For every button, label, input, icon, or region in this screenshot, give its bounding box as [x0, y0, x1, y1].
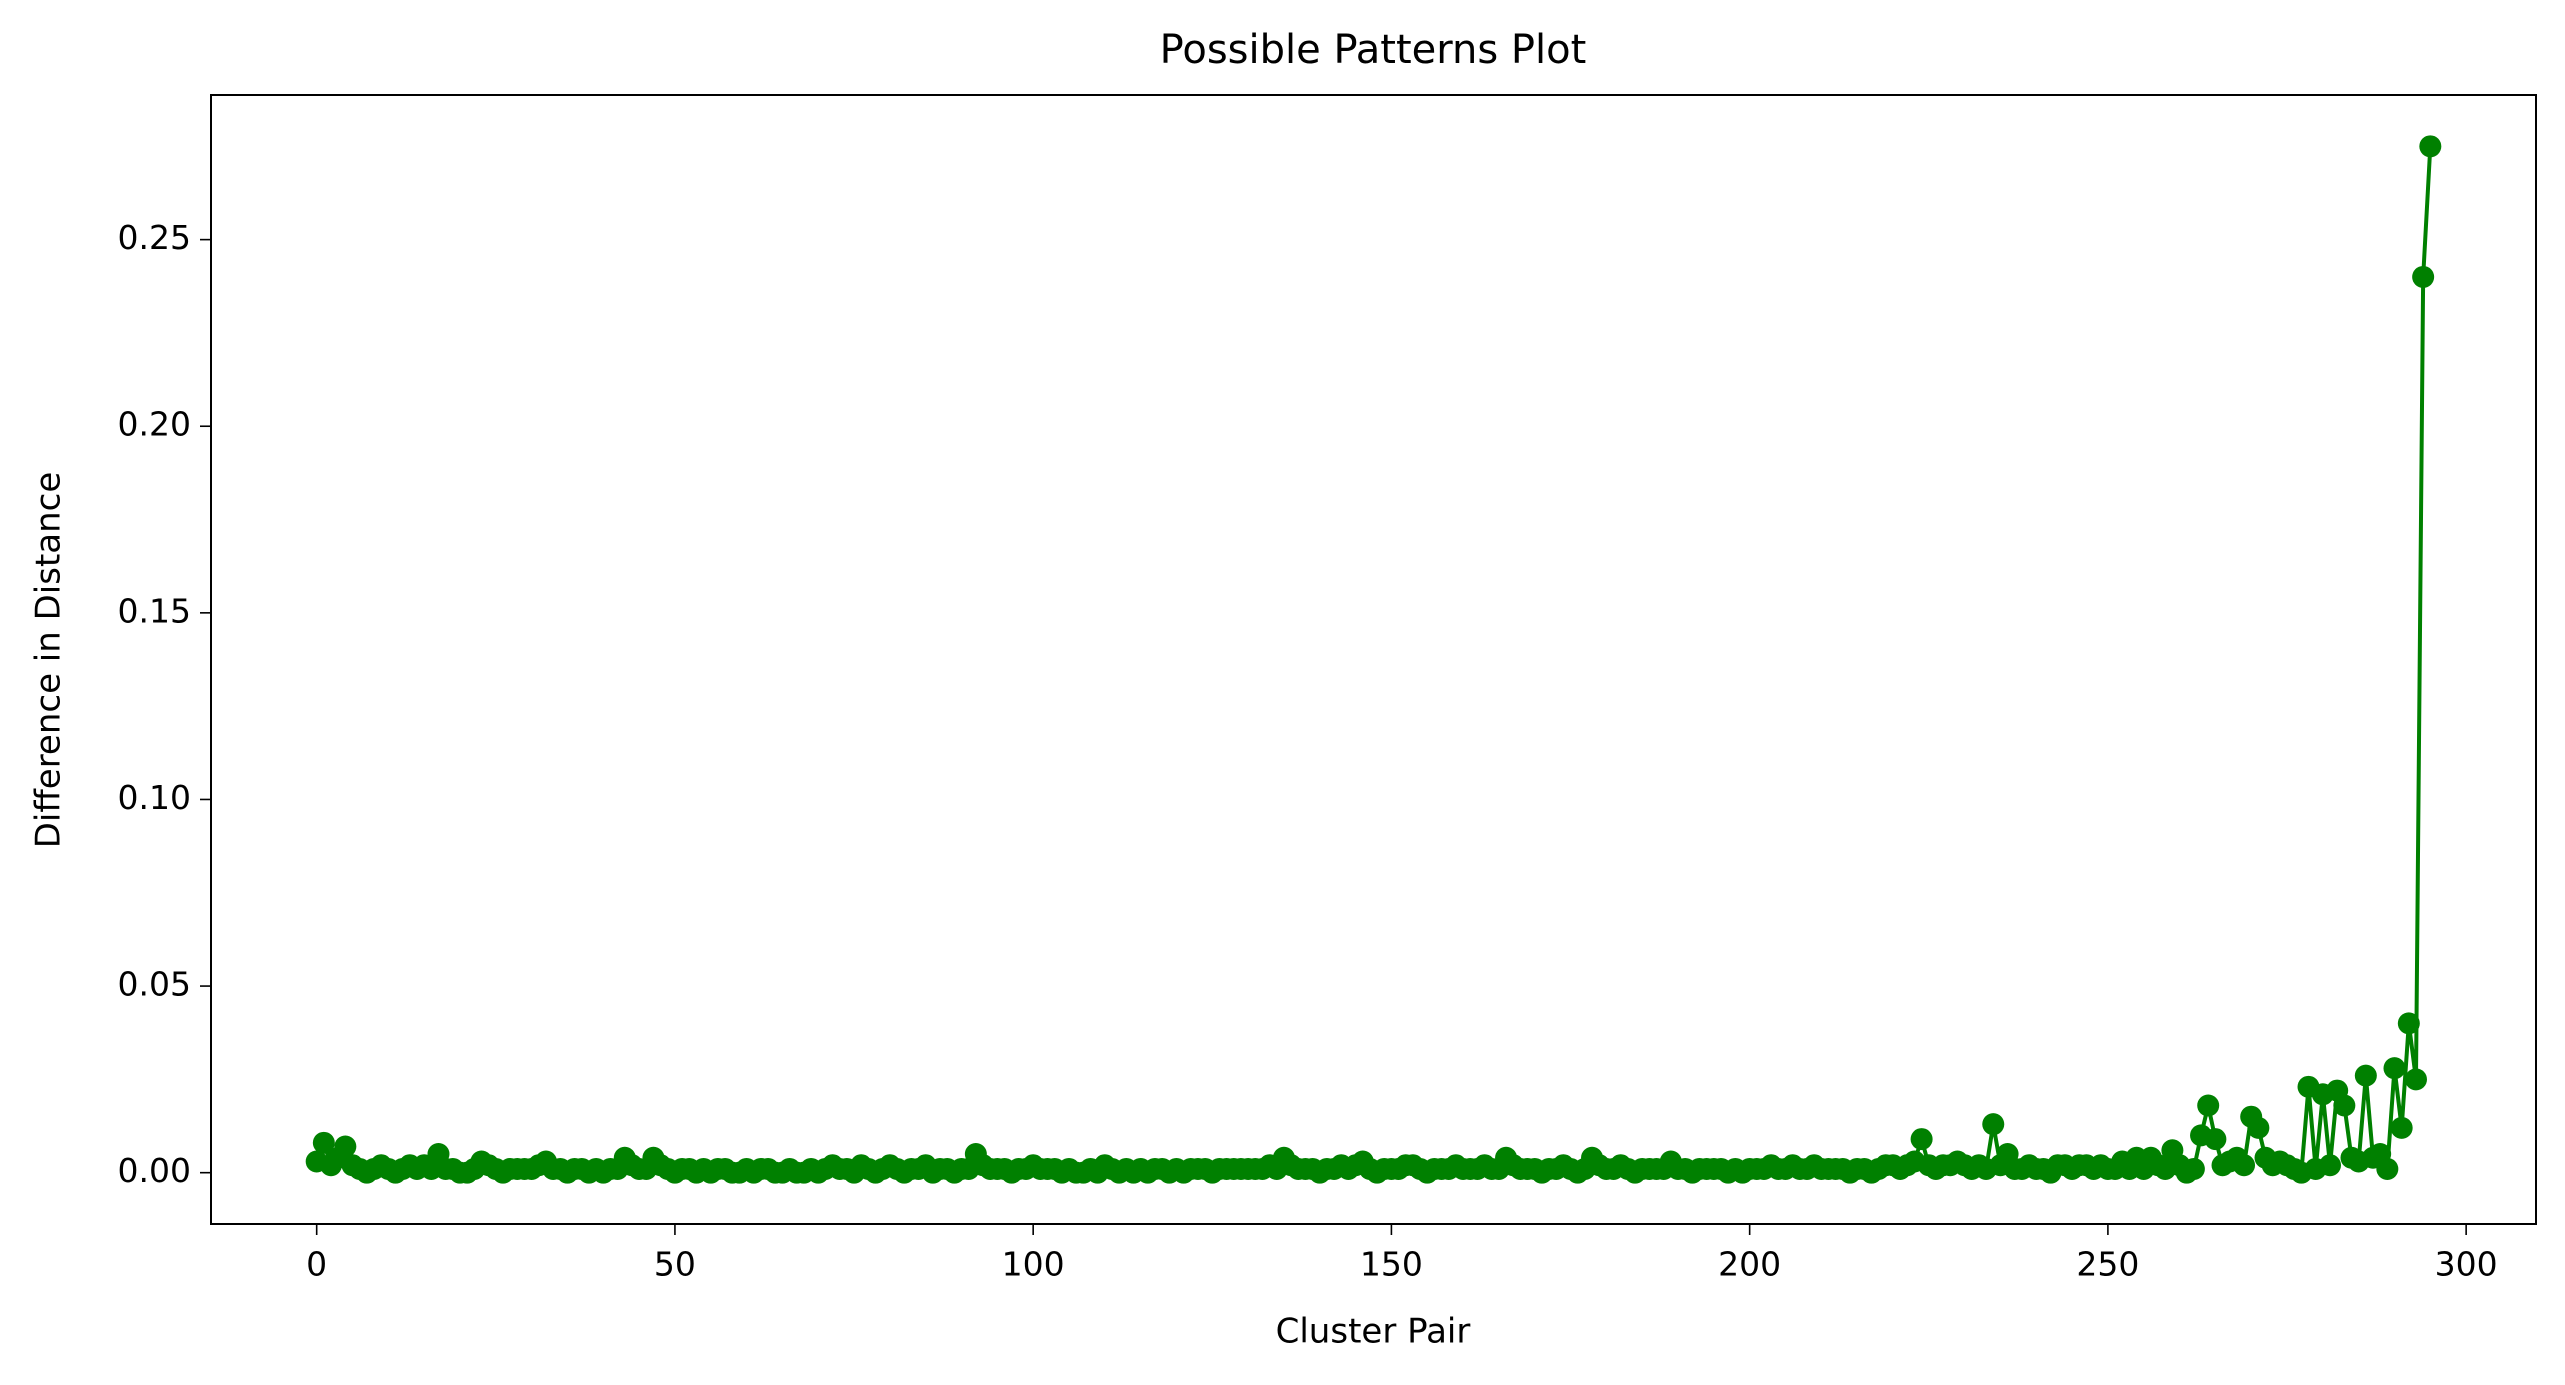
x-axis-label: Cluster Pair — [1276, 1312, 1471, 1352]
data-point — [2204, 1128, 2227, 1151]
x-tick-label: 0 — [306, 1245, 327, 1284]
data-point — [1910, 1128, 1933, 1151]
data-point — [2383, 1057, 2406, 1080]
data-point — [2182, 1157, 2205, 1180]
data-point — [2233, 1154, 2256, 1177]
data-point — [2247, 1116, 2270, 1139]
data-point — [2419, 135, 2442, 158]
data-point — [2197, 1094, 2220, 1117]
data-point — [2376, 1157, 2399, 1180]
data-point — [2354, 1064, 2377, 1087]
y-tick-label: 0.05 — [118, 965, 191, 1004]
x-tick-label: 50 — [654, 1245, 696, 1284]
x-tick-label: 250 — [2076, 1245, 2139, 1284]
y-tick-label: 0.25 — [118, 218, 191, 257]
y-tick-label: 0.15 — [118, 591, 191, 630]
y-tick-label: 0.00 — [118, 1151, 191, 1190]
x-tick-label: 200 — [1718, 1245, 1781, 1284]
chart-title: Possible Patterns Plot — [1160, 27, 1587, 73]
x-tick-label: 300 — [2435, 1245, 2498, 1284]
y-tick-label: 0.10 — [118, 778, 191, 817]
x-tick-label: 150 — [1360, 1245, 1423, 1284]
y-tick-label: 0.20 — [118, 405, 191, 444]
data-point — [2397, 1012, 2420, 1035]
plot-frame — [210, 94, 2537, 1225]
x-tick-label: 100 — [1002, 1245, 1065, 1284]
y-axis-label: Difference in Distance — [29, 472, 69, 849]
data-point — [2404, 1068, 2427, 1091]
data-point — [2319, 1154, 2342, 1177]
data-point — [1982, 1113, 2005, 1136]
data-point — [2333, 1094, 2356, 1117]
data-point — [2390, 1116, 2413, 1139]
data-point — [334, 1135, 357, 1158]
data-point — [2412, 265, 2435, 288]
data-point — [312, 1131, 335, 1154]
